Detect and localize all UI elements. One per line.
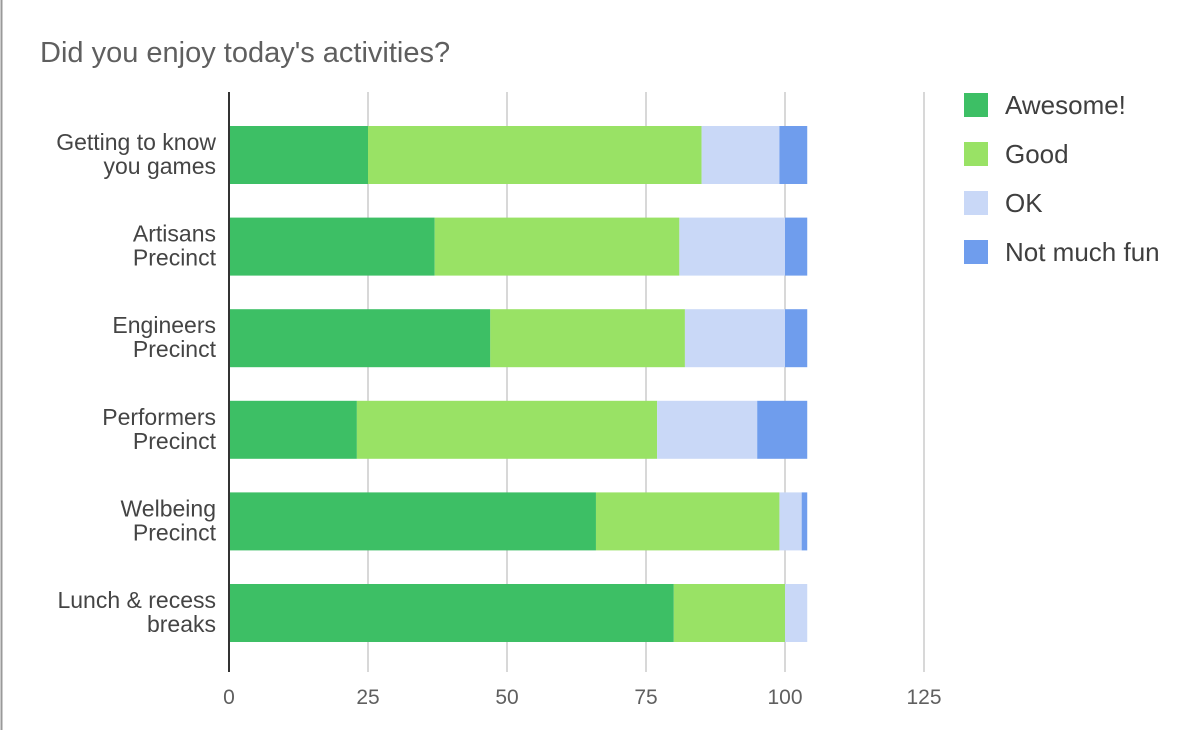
bar-segment <box>779 492 802 551</box>
bar-segment <box>229 492 596 551</box>
bar-segment <box>673 584 785 642</box>
bar-segment <box>684 309 785 368</box>
bar-segment <box>679 217 785 276</box>
category-label: Precinct <box>133 428 217 454</box>
bar-segment <box>801 492 808 551</box>
bar-segment <box>785 584 808 642</box>
x-tick-label-75: 75 <box>634 686 657 709</box>
x-tick-label-50: 50 <box>495 686 518 709</box>
category-label: Engineers <box>112 312 216 338</box>
category-label: you games <box>103 153 216 179</box>
x-tick-label-25: 25 <box>356 686 379 709</box>
category-label: Precinct <box>133 245 217 271</box>
legend-label: Good <box>1005 139 1069 169</box>
bar-segment <box>356 400 658 459</box>
legend-swatch <box>964 142 988 166</box>
category-label: Precinct <box>133 336 217 362</box>
x-tick-labels: 0 25 50 75 100 125 <box>223 686 941 709</box>
legend-swatch <box>964 191 988 215</box>
category-label: Artisans <box>133 221 216 247</box>
bar-segment <box>701 126 780 184</box>
bar-segment <box>785 217 808 276</box>
legend: Awesome! Good OK Not much fun <box>964 90 1160 267</box>
legend-swatch <box>964 93 988 117</box>
bar-segment <box>657 400 758 459</box>
x-tick-label-125: 125 <box>906 686 941 709</box>
legend-label: OK <box>1005 188 1043 218</box>
category-label: Precinct <box>133 519 217 545</box>
bar-segment <box>757 400 808 459</box>
category-label: breaks <box>147 611 216 637</box>
bar-segment <box>368 126 702 184</box>
bars <box>229 126 808 642</box>
category-label: Performers <box>102 404 216 430</box>
gridlines <box>367 92 925 672</box>
bar-segment <box>229 126 368 184</box>
legend-label: Not much fun <box>1005 237 1160 267</box>
bar-segment <box>490 309 685 368</box>
bar-segment <box>595 492 780 551</box>
category-label: Getting to know <box>56 129 216 155</box>
bar-segment <box>229 400 357 459</box>
bar-segment <box>229 584 674 642</box>
bar-segment <box>229 217 435 276</box>
legend-label: Awesome! <box>1005 90 1126 120</box>
x-tick-label-100: 100 <box>767 686 802 709</box>
category-label: Welbeing <box>121 495 216 521</box>
bar-segment <box>229 309 491 368</box>
category-label: Lunch & recess <box>57 587 216 613</box>
bar-segment <box>434 217 680 276</box>
x-tick-label-0: 0 <box>223 686 235 709</box>
legend-swatch <box>964 240 988 264</box>
chart-title: Did you enjoy today's activities? <box>40 37 450 69</box>
bar-segment <box>779 126 808 184</box>
bar-segment <box>785 309 808 368</box>
